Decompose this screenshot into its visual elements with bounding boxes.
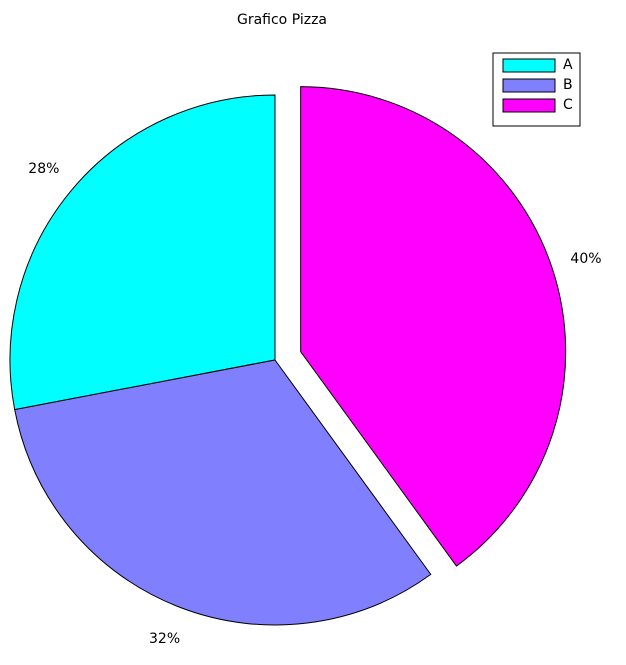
data-label: 32% [149, 631, 180, 647]
legend-label: C [563, 97, 573, 113]
legend-swatch [502, 98, 556, 113]
pie-slice [300, 86, 567, 567]
legend-swatch [502, 58, 556, 73]
data-label: 40% [570, 251, 601, 267]
legend-swatch [502, 78, 556, 93]
data-label: 28% [28, 161, 59, 177]
chart-title: Grafico Pizza [237, 12, 327, 28]
legend-label: A [563, 57, 573, 73]
legend-label: B [563, 77, 573, 93]
pie-slice [9, 94, 276, 411]
pie-slice [14, 359, 432, 626]
